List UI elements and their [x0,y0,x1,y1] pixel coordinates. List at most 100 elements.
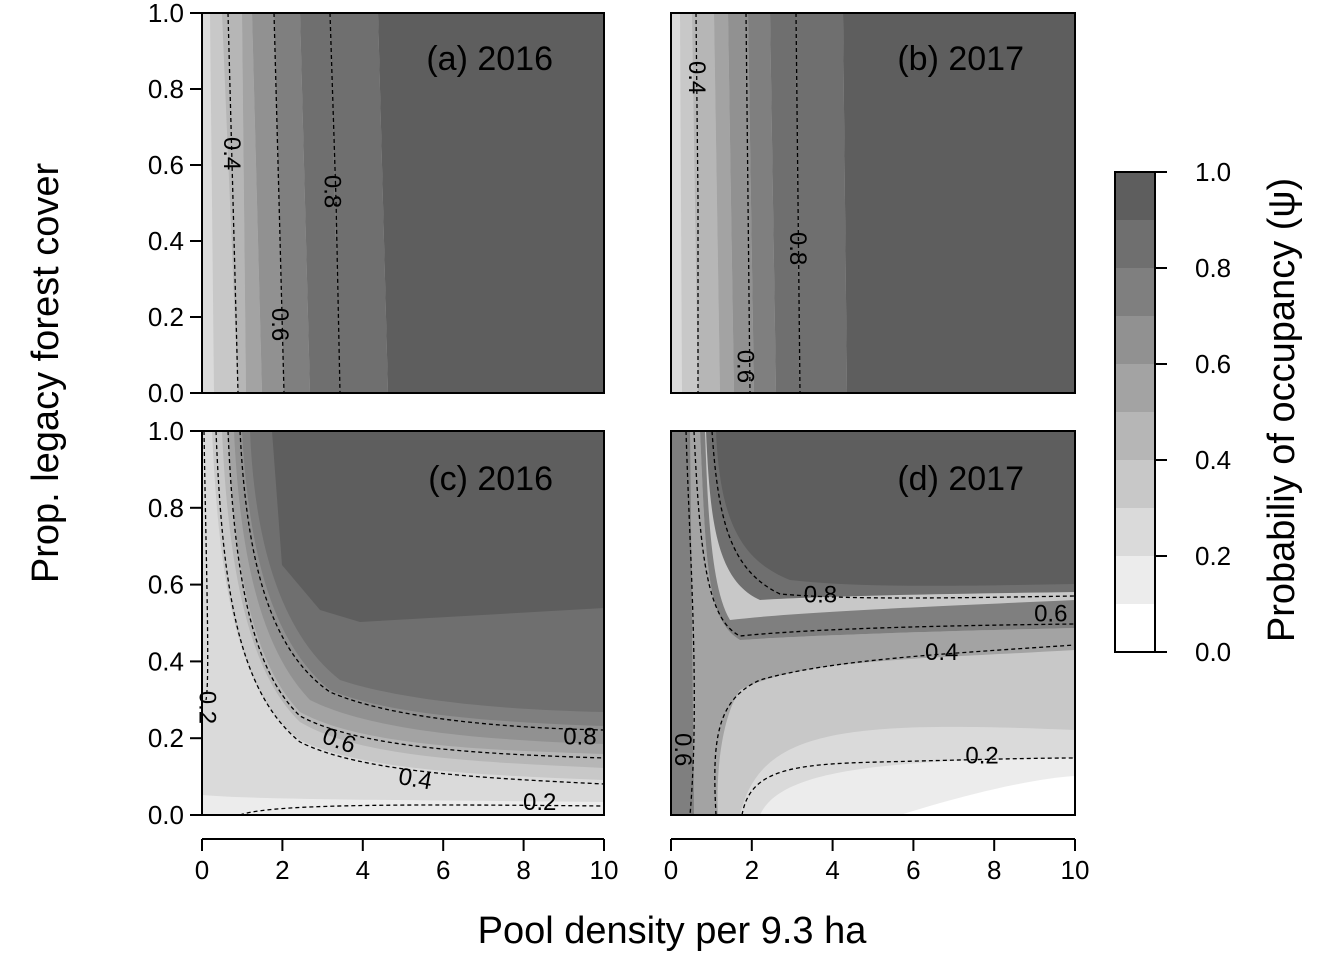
panel-a [202,13,604,393]
x-tick-label: 2 [275,855,289,885]
fill-band [728,13,754,393]
x-tick-label: 4 [356,855,370,885]
contour-line [273,13,285,393]
contour-line [215,431,604,785]
y-tick-label: 0.6 [148,150,184,180]
colorbar-swatch [1115,172,1155,220]
contour-label: 0.6 [669,733,696,766]
contour-line [227,431,604,759]
x-tick-label: 8 [516,855,530,885]
contour-line [203,431,209,701]
x-tick-label: 10 [1061,855,1090,885]
fill-band [274,13,310,393]
fill-band [671,431,1075,815]
fill-band [202,13,214,393]
x-tick-label: 4 [825,855,839,885]
contour-line [685,431,695,815]
y-tick-label: 0.0 [148,378,184,408]
fill-band [330,13,388,393]
panel-frame-d [670,430,1076,816]
fill-band [796,13,847,393]
contour-label: 0.4 [396,763,434,795]
x-tick-label: 0 [664,855,678,885]
panel-frames [201,12,1076,816]
y-tick-label: 0.4 [148,646,184,676]
colorbar-swatch [1115,268,1155,316]
contour-line [239,804,604,815]
fill-band [252,13,284,393]
contour-label: 0.4 [218,137,245,170]
colorbar-frame [1114,171,1156,653]
colorbar-swatch [1115,316,1155,364]
contour-label: 0.8 [318,175,345,208]
colorbar-swatch [1115,556,1155,604]
y-tick-label: 0.2 [148,302,184,332]
y-tick-label: 1.0 [148,0,184,28]
fill-band [692,13,720,393]
contour-line [714,644,1075,815]
fill-band [900,776,1075,815]
contour-label: 0.2 [194,691,221,724]
fill-band [770,13,800,393]
y-tick-label: 1.0 [148,416,184,446]
panel-title-b: (b) 2017 [897,40,1024,78]
contour-line [227,13,239,393]
axes-layer: 0.0 0.2 0.4 0.6 0.8 1.0 0 2 4 6 8 10 0.0 0.2 0.4 0.6 0.8… [148,0,1090,885]
colorbar-swatch [1115,460,1155,508]
colorbar-title: Probabiliy of occupancy (ψ) [1261,178,1303,642]
fill-band [843,13,1075,393]
colorbar-tick-label: 0.8 [1195,253,1231,283]
contour-label: 0.2 [965,743,998,770]
panel-b [671,13,1075,393]
contour-label: 0.4 [925,639,958,666]
contour-line [745,13,751,393]
fill-band [671,431,1075,815]
contour-line [329,13,341,393]
x-tick-label: 2 [745,855,759,885]
x-tick-label: 10 [590,855,619,885]
fill-band [222,13,246,393]
panel-d [671,431,1075,815]
contour-label: 0.6 [1034,601,1067,628]
y-axis-title: Prop. legacy forest cover [25,163,67,584]
colorbar-tick-label: 0.0 [1195,637,1231,667]
panel-c [202,431,604,815]
fill-band [716,431,1075,586]
contour-label: 0.4 [683,61,710,94]
colorbar-swatch [1115,508,1155,556]
panel-title-c: (c) 2016 [428,460,553,498]
colorbar-swatch [1115,412,1155,460]
y-tick-label: 0.0 [148,800,184,830]
colorbar-tick-label: 0.2 [1195,541,1231,571]
y-tick-label: 0.6 [148,570,184,600]
y-tick-label: 0.2 [148,723,184,753]
contour-line [795,13,801,393]
contour-label: 0.6 [731,350,758,383]
contour-labels-layer: 0.4 0.6 0.8 0.4 0.6 0.8 0.2 0.6 0.4 0.8 0.2 0.6 0.8 0… [194,61,1068,816]
contour-line [741,757,1075,815]
fill-band [272,431,604,622]
colorbar: 0.0 0.2 0.4 0.6 0.8 1.0 [1114,157,1231,667]
contour-label: 0.8 [563,724,596,751]
colorbar-tick-label: 0.4 [1195,445,1231,475]
x-tick-label: 0 [195,855,209,885]
panel-title-a: (a) 2016 [426,40,553,78]
y-tick-label: 0.4 [148,226,184,256]
y-tick-label: 0.8 [148,74,184,104]
contour-line [711,431,1075,599]
contour-label: 0.6 [266,308,293,341]
x-axis-title: Pool density per 9.3 ha [478,910,868,952]
y-tick-label: 0.8 [148,493,184,523]
contour-label: 0.8 [804,581,837,608]
colorbar-swatch [1115,364,1155,412]
contour-line [239,431,604,731]
fill-band [300,13,340,393]
fill-band [242,13,262,393]
fill-band [378,13,604,393]
x-tick-label: 6 [906,855,920,885]
x-tick-label: 8 [987,855,1001,885]
contour-label: 0.8 [784,232,811,265]
colorbar-swatch [1115,604,1155,652]
colorbar-swatch [1115,220,1155,268]
